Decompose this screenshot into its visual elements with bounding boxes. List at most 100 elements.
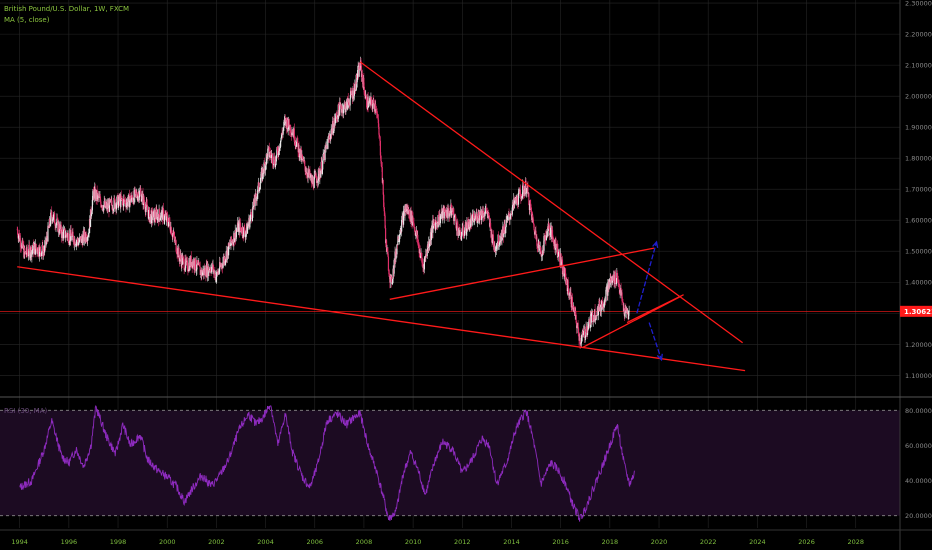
candle-body — [43, 250, 45, 252]
candle-body — [50, 212, 52, 225]
candle-body — [454, 215, 457, 222]
candle-body — [263, 162, 266, 164]
candle-body — [309, 170, 311, 178]
candle-body — [208, 266, 210, 272]
candle-body — [390, 275, 392, 278]
candle-body — [99, 196, 102, 202]
candle-body — [298, 156, 301, 158]
rsi-tick-label: 60.0000 — [905, 442, 932, 450]
candle-body — [451, 210, 453, 216]
candle-body — [29, 247, 31, 258]
candle-body — [268, 146, 270, 157]
candle-body — [229, 244, 231, 246]
candle-body — [258, 189, 260, 191]
x-tick-label: 2020 — [651, 538, 668, 546]
candle-body — [135, 190, 137, 194]
y-tick-label: 1.90000 — [905, 124, 932, 132]
candle-body — [72, 235, 75, 243]
candle-body — [152, 217, 154, 220]
candle-body — [350, 90, 352, 92]
candle-body — [304, 166, 306, 172]
candle-body — [147, 210, 149, 212]
candle-body — [89, 209, 92, 227]
candle-body — [602, 306, 605, 308]
candle-body — [413, 223, 415, 227]
candle-body — [85, 233, 87, 241]
candle-body — [569, 292, 571, 296]
candle-body — [395, 252, 397, 260]
candle-body — [70, 229, 72, 237]
candle-body — [449, 213, 451, 217]
candle-body — [365, 95, 367, 98]
candle-body — [370, 97, 373, 100]
candle-body — [428, 243, 431, 247]
candle-body — [586, 326, 589, 335]
candle-body — [47, 225, 49, 242]
candle-body — [262, 168, 264, 174]
candle-body — [245, 232, 247, 235]
candle-body — [175, 240, 177, 252]
candle-body — [78, 242, 80, 246]
candle-body — [263, 162, 265, 174]
candle-body — [193, 260, 195, 269]
candle-body — [249, 216, 251, 220]
candle-body — [554, 238, 556, 250]
candle-body — [37, 247, 40, 255]
candle-body — [614, 271, 617, 284]
candle-body — [287, 127, 289, 131]
candle-body — [387, 256, 390, 271]
candle-body — [253, 199, 255, 206]
candle-body — [358, 65, 361, 70]
candle-body — [91, 199, 94, 211]
candle-body — [444, 207, 446, 213]
candle-body — [139, 190, 141, 197]
candle-body — [100, 201, 102, 207]
candle-body — [108, 199, 111, 212]
candle-body — [262, 173, 265, 174]
y-tick-label: 1.60000 — [905, 217, 932, 225]
candle-body — [573, 305, 575, 308]
candle-body — [64, 236, 67, 238]
candle-body — [215, 273, 217, 280]
y-tick-label: 1.70000 — [905, 186, 932, 194]
candle-body — [498, 234, 500, 246]
candle-body — [283, 120, 285, 122]
candle-body — [116, 196, 118, 205]
candle-body — [440, 214, 442, 216]
candle-body — [548, 223, 550, 225]
rsi-tick-label: 40.0000 — [905, 477, 932, 485]
candle-body — [378, 134, 381, 137]
candle-body — [499, 240, 502, 242]
candle-body — [80, 236, 83, 243]
candle-body — [140, 190, 142, 192]
candle-body — [182, 257, 184, 265]
candle-body — [477, 220, 479, 222]
candle-body — [338, 104, 340, 110]
candle-body — [622, 302, 625, 312]
candle-body — [137, 196, 139, 201]
y-tick-label: 2.10000 — [905, 62, 932, 70]
candle-body — [492, 234, 495, 244]
candle-body — [233, 233, 235, 243]
last-price-tag: 1.30621 — [900, 305, 932, 317]
candle-body — [159, 218, 162, 221]
candle-body — [603, 301, 606, 303]
candle-body — [470, 217, 472, 227]
candle-body — [509, 217, 511, 220]
candle-body — [455, 221, 457, 229]
candle-body — [357, 70, 359, 78]
candle-body — [404, 208, 406, 216]
candle-body — [291, 132, 293, 136]
candle-body — [608, 281, 610, 289]
candle-body — [213, 271, 215, 273]
candle-body — [280, 133, 283, 139]
candle-body — [524, 188, 526, 195]
candle-body — [72, 231, 74, 236]
candle-body — [545, 234, 547, 241]
candle-body — [331, 128, 333, 135]
last-price-tag-background — [900, 305, 932, 317]
candle-body — [256, 196, 258, 201]
candle-body — [489, 222, 492, 229]
candle-body — [267, 148, 269, 159]
candle-body — [337, 104, 339, 119]
